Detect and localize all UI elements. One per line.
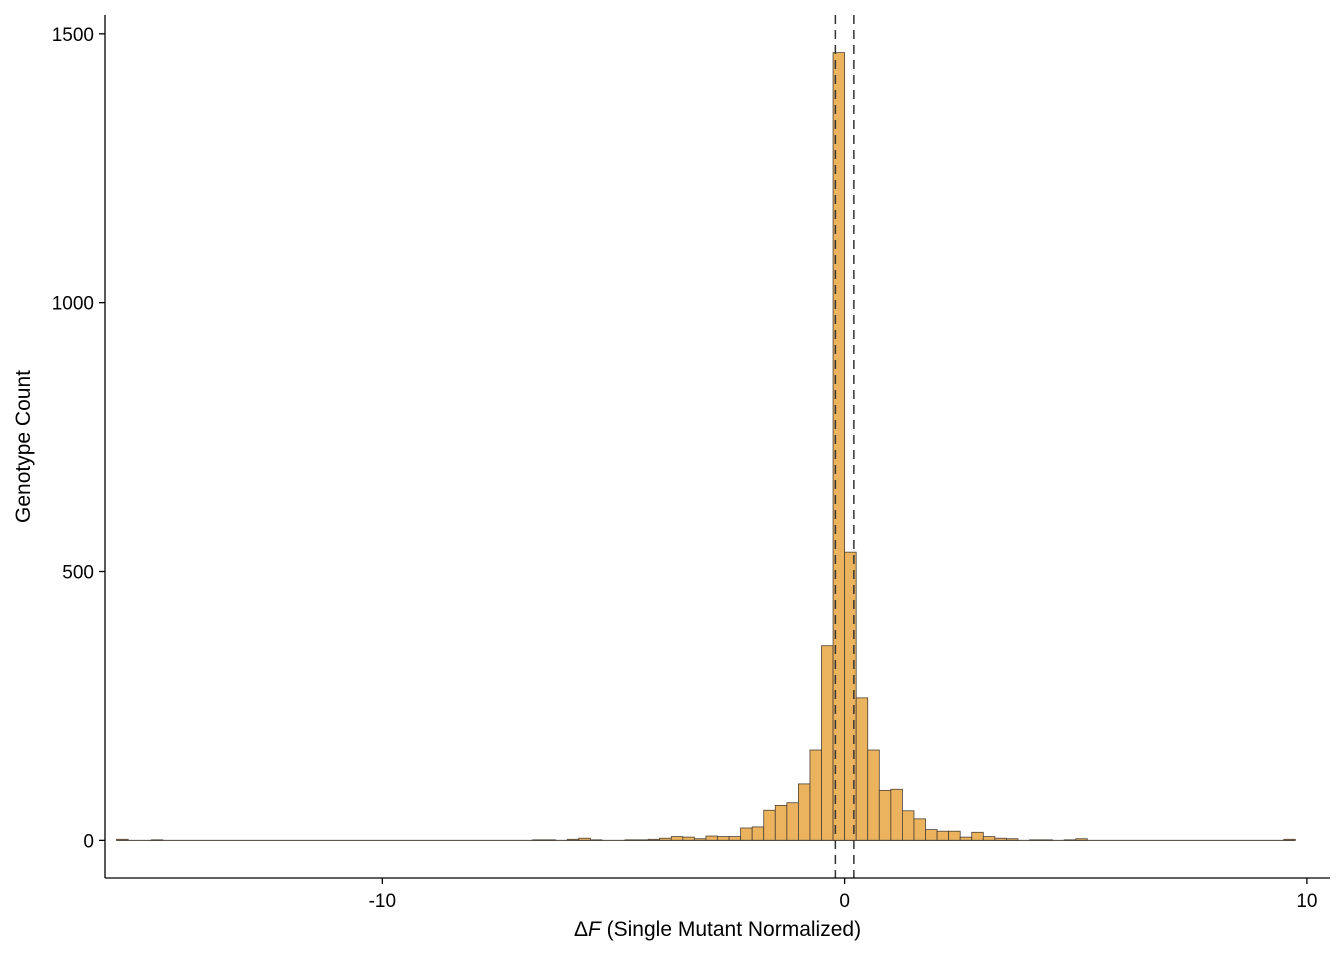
histogram-bar <box>913 818 926 841</box>
y-tick-label: 1500 <box>52 25 94 46</box>
histogram-bar <box>740 827 753 841</box>
histogram-bar <box>774 805 788 841</box>
x-tick-label: 0 <box>839 891 850 912</box>
histogram-bar <box>670 836 684 841</box>
x-tick-label: 10 <box>1296 891 1317 912</box>
histogram-bar <box>786 802 799 841</box>
y-tick-label: 500 <box>62 563 94 584</box>
histogram-bar <box>855 697 869 841</box>
histogram-bar <box>821 645 834 841</box>
y-axis-title: Genotype Count <box>12 370 35 523</box>
histogram-bar <box>867 749 880 841</box>
y-tick-label: 1000 <box>52 294 94 315</box>
reference-lines <box>834 15 855 878</box>
histogram-bar <box>797 783 811 841</box>
histogram-bar <box>751 826 765 841</box>
x-axis-title-prefix: Δ <box>574 918 588 941</box>
x-axis-title: ΔF (Single Mutant Normalized) <box>574 918 861 941</box>
x-axis-ticks: -10 0 10 <box>369 878 1317 912</box>
histogram-bar <box>936 830 950 841</box>
histogram-bar <box>948 830 961 841</box>
histogram-bar <box>717 836 730 841</box>
y-tick-label: 0 <box>83 831 94 852</box>
histogram-bar <box>925 829 938 841</box>
x-axis-title-rest: (Single Mutant Normalized) <box>601 918 861 941</box>
histogram-bar <box>902 810 915 841</box>
histogram-bar <box>890 788 903 841</box>
y-axis-ticks: 0 500 1000 1500 <box>52 25 105 852</box>
histogram-bar <box>971 831 984 841</box>
x-tick-label: -10 <box>369 891 396 912</box>
histogram-bar <box>878 789 892 841</box>
histogram-bar <box>809 749 822 841</box>
histogram-bar <box>728 836 742 841</box>
histogram-bar <box>763 809 776 841</box>
histogram-bar <box>982 836 996 841</box>
histogram-bar <box>705 835 718 841</box>
axes <box>104 15 1330 879</box>
histogram-bars <box>116 52 1296 841</box>
x-axis-title-variable: F <box>588 918 602 941</box>
